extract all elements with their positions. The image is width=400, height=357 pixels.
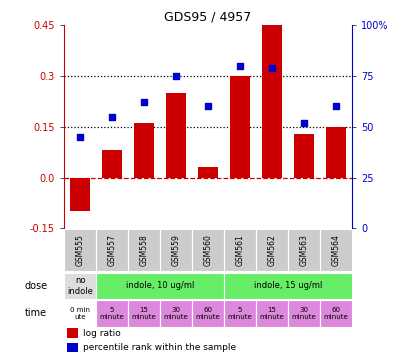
Bar [320,300,352,327]
Bar [192,229,224,271]
Text: 30
minute: 30 minute [292,307,316,320]
Bar [64,300,96,327]
Point [141,100,147,105]
Bar [192,300,224,327]
Bar [230,76,250,177]
Text: GSM557: GSM557 [108,234,116,266]
Bar [128,229,160,271]
Title: GDS95 / 4957: GDS95 / 4957 [164,11,252,24]
Text: no
indole: no indole [67,276,93,296]
Bar [320,229,352,271]
Text: 15
minute: 15 minute [132,307,156,320]
Bar [96,300,128,327]
Text: log ratio: log ratio [83,328,121,337]
Text: 5
minute: 5 minute [228,307,252,320]
Bar [64,229,96,271]
Bar [96,273,224,299]
Text: GSM563: GSM563 [300,234,308,266]
Text: 60
minute: 60 minute [196,307,220,320]
Bar [70,177,90,211]
Text: 5
minute: 5 minute [100,307,124,320]
Bar [67,328,78,338]
Text: dose: dose [24,281,47,291]
Bar [198,167,218,177]
Text: indole, 15 ug/ml: indole, 15 ug/ml [254,281,322,290]
Point [333,104,339,109]
Text: 0 min
ute: 0 min ute [70,307,90,320]
Text: GSM560: GSM560 [204,234,212,266]
Point [301,120,307,126]
Text: indole, 10 ug/ml: indole, 10 ug/ml [126,281,194,290]
Point [205,104,211,109]
Text: percentile rank within the sample: percentile rank within the sample [83,343,236,352]
Text: GSM555: GSM555 [76,234,84,266]
Bar [64,273,96,299]
Text: GSM559: GSM559 [172,234,180,266]
Text: GSM561: GSM561 [236,235,244,266]
Bar [160,300,192,327]
Bar [96,229,128,271]
Point [77,134,83,140]
Text: 15
minute: 15 minute [260,307,284,320]
Point [173,73,179,79]
Text: 60
minute: 60 minute [324,307,348,320]
Point [269,65,275,71]
Text: GSM564: GSM564 [332,234,340,266]
Point [109,114,115,119]
Bar [224,229,256,271]
Bar [294,134,314,177]
Bar [102,150,122,177]
Text: time: time [25,308,47,318]
Bar [166,93,186,177]
Bar [67,343,78,352]
Bar [326,127,346,177]
Bar [256,300,288,327]
Text: GSM562: GSM562 [268,235,276,266]
Bar [288,300,320,327]
Bar [256,229,288,271]
Bar [160,229,192,271]
Text: GSM558: GSM558 [140,235,148,266]
Bar [224,273,352,299]
Bar [288,229,320,271]
Text: 30
minute: 30 minute [164,307,188,320]
Bar [224,300,256,327]
Bar [128,300,160,327]
Bar [134,123,154,177]
Point [237,63,243,69]
Bar [262,22,282,177]
